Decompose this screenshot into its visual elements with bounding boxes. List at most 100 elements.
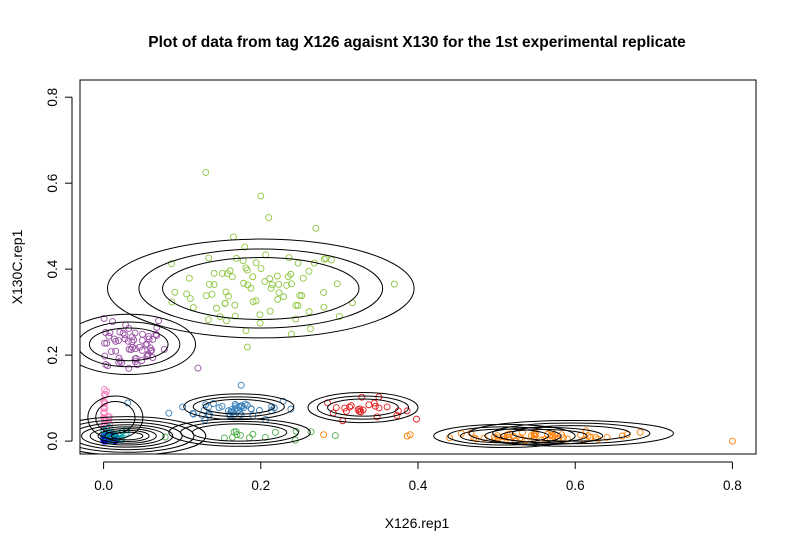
data-point	[306, 325, 314, 333]
x-axis: 0.0 0.2 0.4 0.6 0.8	[94, 461, 742, 493]
data-point	[212, 304, 220, 312]
data-point	[373, 413, 381, 421]
contour-ellipse	[316, 395, 410, 420]
data-point	[403, 407, 411, 415]
data-points	[100, 168, 736, 445]
data-point	[359, 406, 367, 414]
data-point	[161, 433, 169, 441]
data-point	[375, 404, 383, 412]
data-point	[266, 275, 274, 283]
data-point	[189, 409, 197, 417]
contour-ellipse	[433, 423, 576, 449]
data-point	[371, 402, 379, 410]
data-point	[249, 298, 257, 306]
data-point	[312, 224, 320, 232]
data-point	[119, 329, 127, 337]
data-point	[218, 402, 226, 410]
data-point	[549, 432, 557, 440]
contour-ellipse	[104, 429, 150, 443]
data-point	[241, 400, 249, 408]
data-point	[358, 393, 366, 401]
contour-ellipse	[107, 238, 415, 339]
data-point	[261, 278, 269, 286]
x-tick-label: 0.6	[566, 478, 585, 493]
y-axis-label: X130C.rep1	[9, 229, 25, 304]
data-point	[165, 409, 173, 417]
data-point	[210, 281, 218, 289]
data-point	[328, 256, 335, 264]
data-point	[249, 430, 257, 438]
data-point	[305, 308, 313, 316]
data-point	[265, 214, 273, 222]
chart-title: Plot of data from tag X126 agaisnt X130 …	[148, 34, 686, 51]
y-axis: 0.0 0.2 0.4 0.6 0.8	[45, 88, 73, 450]
contour-ellipse	[168, 418, 311, 447]
data-point	[347, 402, 355, 410]
data-point	[256, 319, 264, 327]
contour-ellipse	[81, 424, 174, 448]
data-point	[142, 341, 150, 349]
data-point	[209, 400, 217, 408]
data-point	[112, 337, 120, 345]
data-point	[249, 273, 257, 281]
data-point	[320, 303, 328, 311]
data-point	[103, 387, 111, 395]
data-point	[243, 266, 251, 274]
data-point	[292, 427, 300, 435]
data-point	[283, 281, 291, 289]
data-point	[224, 270, 231, 278]
contour-ellipse	[80, 313, 197, 375]
data-point	[335, 312, 343, 320]
data-point	[320, 431, 328, 439]
data-point	[179, 403, 187, 411]
data-point	[287, 270, 295, 278]
data-point	[109, 318, 116, 326]
data-point	[220, 434, 228, 442]
data-point	[728, 437, 736, 445]
contour-ellipse	[327, 398, 399, 417]
data-point	[256, 407, 263, 414]
data-point	[131, 358, 139, 366]
data-point	[186, 295, 194, 302]
data-point	[100, 315, 108, 322]
data-point	[210, 269, 218, 277]
data-point	[261, 433, 269, 441]
data-point	[144, 350, 152, 358]
data-point	[299, 274, 307, 282]
data-point	[252, 297, 260, 305]
data-point	[204, 316, 212, 324]
data-point	[115, 359, 123, 366]
data-point	[116, 328, 124, 336]
data-point	[103, 339, 111, 347]
data-point	[231, 312, 239, 320]
contour-ellipse	[192, 396, 285, 418]
data-point	[168, 298, 176, 306]
data-point	[149, 336, 157, 343]
data-point	[194, 364, 202, 372]
data-point	[160, 345, 168, 353]
data-point	[183, 290, 191, 298]
data-point	[292, 315, 300, 323]
data-point	[241, 243, 249, 251]
y-tick-label: 0.6	[45, 174, 60, 193]
data-point	[580, 436, 588, 444]
data-point	[242, 264, 250, 272]
data-point	[202, 168, 210, 176]
data-point	[292, 301, 300, 309]
contour-ellipse	[80, 421, 183, 451]
data-point	[100, 386, 108, 393]
contour-ellipse	[307, 392, 419, 424]
data-point	[271, 428, 279, 436]
data-point	[288, 330, 295, 338]
data-point	[233, 431, 241, 439]
data-point	[636, 428, 644, 436]
data-point	[346, 403, 354, 411]
contour-ellipse	[162, 257, 360, 320]
data-point	[305, 267, 313, 275]
data-point	[205, 254, 213, 262]
data-point	[190, 410, 197, 418]
data-point	[131, 329, 139, 337]
x-tick-label: 0.4	[409, 478, 428, 493]
data-point	[229, 411, 237, 419]
